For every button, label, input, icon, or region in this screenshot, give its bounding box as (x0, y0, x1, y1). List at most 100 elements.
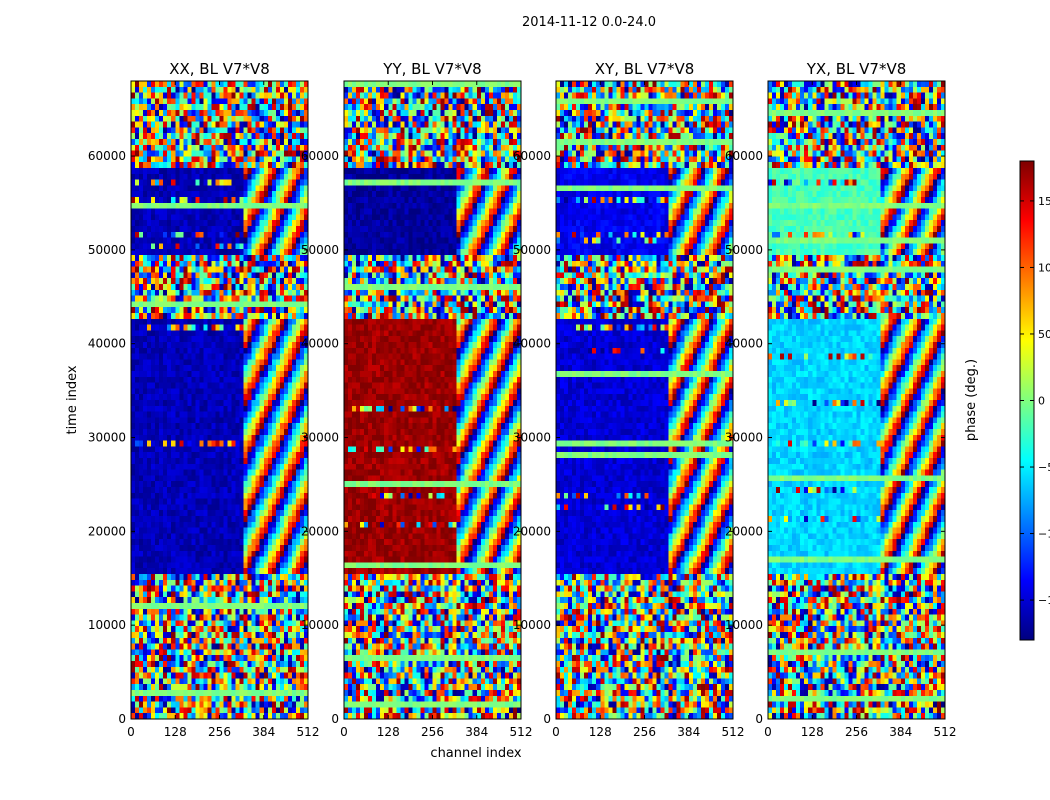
heatmap-cell (139, 237, 144, 244)
heatmap-cell (147, 527, 152, 534)
heatmap-cell (179, 585, 184, 592)
heatmap-cell (203, 208, 208, 215)
heatmap-cell (199, 701, 204, 708)
heatmap-cell (171, 649, 176, 656)
heatmap-cell (143, 585, 148, 592)
heatmap-cell (207, 713, 212, 720)
heatmap-cell (143, 295, 148, 302)
heatmap-cell (299, 707, 305, 714)
heatmap-cell (251, 672, 257, 679)
heatmap-cell (275, 127, 281, 134)
heatmap-cell (275, 434, 281, 441)
heatmap-cell (211, 690, 216, 697)
heatmap-cell (259, 278, 265, 285)
heatmap-cell (187, 666, 192, 673)
heatmap-cell (199, 243, 204, 250)
heatmap-cell (303, 150, 309, 157)
heatmap-cell (255, 678, 261, 685)
heatmap-cell (267, 411, 273, 418)
heatmap-cell (215, 231, 220, 238)
heatmap-cell (251, 574, 257, 581)
heatmap-cell (279, 272, 285, 279)
heatmap-cell (187, 655, 192, 662)
heatmap-cell (199, 382, 204, 389)
heatmap-cell (255, 585, 261, 592)
heatmap-cell (291, 713, 297, 720)
heatmap-cell (175, 284, 180, 291)
heatmap-cell (175, 568, 180, 575)
heatmap-cell (167, 150, 172, 157)
heatmap-cell (251, 510, 257, 517)
heatmap-cell (199, 289, 204, 296)
heatmap-cell (139, 347, 144, 354)
heatmap-cell (227, 260, 232, 267)
heatmap-cell (147, 446, 152, 453)
heatmap-cell (263, 121, 269, 128)
heatmap-cell (167, 666, 172, 673)
heatmap-cell (303, 637, 309, 644)
heatmap-cell (243, 463, 249, 470)
heatmap-cell (199, 266, 204, 273)
heatmap-cell (135, 475, 140, 482)
heatmap-cell (235, 231, 241, 238)
heatmap-cell (295, 214, 301, 221)
heatmap-cell (143, 690, 148, 697)
heatmap-cell (251, 266, 257, 273)
heatmap-cell (155, 423, 160, 430)
heatmap-cell (299, 597, 305, 604)
heatmap-cell (219, 684, 224, 691)
heatmap-cell (187, 417, 192, 424)
heatmap-cell (271, 603, 277, 610)
heatmap-cell (243, 237, 249, 244)
heatmap-cell (211, 150, 216, 157)
heatmap-cell (135, 318, 140, 325)
heatmap-cell (155, 133, 160, 140)
heatmap-cell (243, 330, 249, 337)
heatmap-cell (195, 226, 200, 233)
heatmap-cells (344, 81, 522, 720)
heatmap-cell (271, 376, 277, 383)
heatmap-cell (207, 179, 212, 186)
heatmap-cell (175, 469, 180, 476)
heatmap-cell (219, 86, 224, 93)
heatmap-cell (171, 98, 176, 105)
heatmap-cell (155, 655, 160, 662)
heatmap-cell (267, 562, 273, 569)
heatmap-cell (484, 81, 490, 88)
heatmap-cell (295, 695, 301, 702)
heatmap-cell (175, 289, 180, 296)
heatmap-cell (199, 353, 204, 360)
heatmap-cell (175, 307, 180, 314)
heatmap-cell (235, 608, 241, 615)
heatmap-cell (267, 678, 273, 685)
heatmap-cell (255, 289, 261, 296)
heatmap-cell (227, 510, 232, 517)
heatmap-cell (295, 156, 301, 163)
heatmap-cell (215, 707, 220, 714)
heatmap-cell (239, 336, 245, 343)
heatmap-cell (275, 342, 281, 349)
heatmap-cell (155, 649, 160, 656)
heatmap-cell (460, 81, 466, 88)
heatmap-cell (159, 527, 164, 534)
heatmap-cell (243, 469, 249, 476)
heatmap-cell (255, 672, 261, 679)
heatmap-cell (267, 516, 273, 523)
heatmap-cell (271, 707, 277, 714)
heatmap-cell (279, 510, 285, 517)
heatmap-cell (151, 620, 156, 627)
heatmap-cell (295, 86, 301, 93)
heatmap-cell (203, 411, 208, 418)
heatmap-cell (239, 591, 245, 598)
heatmap-cell (159, 394, 164, 401)
heatmap-cell (135, 672, 140, 679)
heatmap-cell (143, 556, 148, 563)
heatmap-cell (215, 376, 220, 383)
heatmap-cell (267, 429, 273, 436)
heatmap-cell (291, 208, 297, 215)
heatmap-cell (131, 516, 136, 523)
heatmap-cell (263, 521, 269, 528)
heatmap-cell (195, 104, 200, 111)
heatmap-cell (199, 603, 204, 610)
heatmap-cell (227, 492, 232, 499)
